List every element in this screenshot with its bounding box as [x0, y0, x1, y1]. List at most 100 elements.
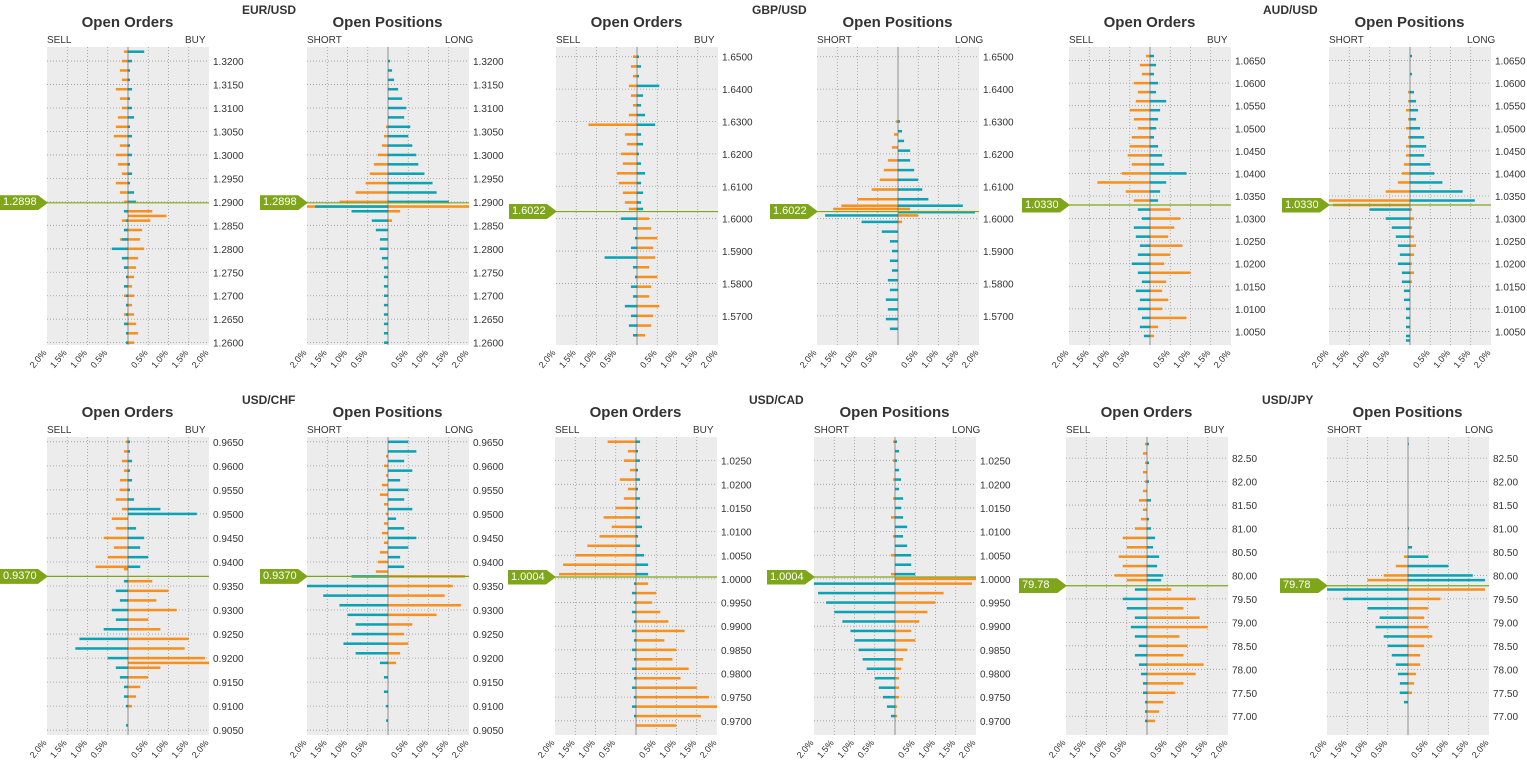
bar	[1150, 262, 1165, 265]
x-tick-label: 2.0%	[1472, 348, 1493, 370]
bar	[1397, 244, 1410, 247]
bar	[636, 478, 641, 481]
bar	[117, 116, 128, 119]
bar	[1410, 280, 1413, 284]
bar	[637, 295, 650, 298]
y-tick-label: 1.6400	[722, 85, 753, 96]
x-tick-label: 2.0%	[699, 348, 720, 370]
y-tick-label: 79.00	[1493, 618, 1518, 629]
bar	[892, 440, 895, 443]
x-tick-label: 1.5%	[556, 738, 577, 760]
bar	[1147, 527, 1152, 530]
y-tick-label: 1.2650	[473, 315, 504, 326]
y-tick-label: 1.0250	[1495, 237, 1526, 248]
bar	[1139, 244, 1150, 247]
bar	[1410, 90, 1415, 94]
bar	[879, 178, 898, 182]
y-tick-label: 1.2600	[213, 339, 244, 350]
bar	[388, 144, 413, 147]
bar	[1410, 172, 1435, 175]
bar	[898, 159, 911, 162]
y-tick-label: 0.9700	[721, 717, 752, 728]
y-tick-label: 1.2800	[213, 245, 244, 256]
y-tick-label: 0.9850	[721, 646, 752, 657]
bar	[128, 666, 161, 669]
bar	[1150, 127, 1157, 130]
bar	[128, 661, 209, 665]
panel-title: Open Positions	[1354, 14, 1465, 31]
bar	[898, 207, 911, 211]
side-label-right: BUY	[1207, 35, 1228, 46]
bar	[119, 599, 128, 602]
bar	[1150, 226, 1175, 229]
bar	[637, 152, 640, 156]
bar	[563, 563, 636, 566]
bar	[121, 256, 128, 260]
bar	[1097, 181, 1150, 184]
bar	[1147, 574, 1164, 577]
bar	[604, 256, 637, 259]
x-tick-label: 2.0%	[960, 348, 981, 370]
panel-title: Open Orders	[81, 14, 174, 31]
bar	[128, 238, 141, 241]
bar	[885, 317, 898, 321]
bar	[111, 517, 128, 520]
y-tick-label: 1.0550	[1235, 102, 1266, 113]
x-tick-label: 1.0%	[409, 738, 430, 760]
y-tick-label: 0.9600	[213, 462, 244, 473]
bar	[1408, 564, 1449, 568]
y-tick-label: 77.00	[1232, 712, 1257, 723]
bar	[388, 106, 407, 110]
bar	[125, 704, 128, 708]
bar	[895, 572, 916, 576]
bar	[385, 125, 388, 129]
bar	[388, 125, 411, 129]
bar	[128, 256, 139, 260]
bar	[1129, 145, 1150, 148]
bar	[895, 440, 898, 443]
bar	[128, 313, 135, 316]
bar	[889, 288, 898, 292]
bar	[128, 106, 133, 110]
side-label-left: SHORT	[307, 35, 342, 46]
bar	[1147, 517, 1150, 521]
side-label-right: BUY	[693, 425, 714, 436]
bar	[388, 488, 409, 492]
y-tick-label: 1.0000	[721, 575, 752, 586]
bar	[1144, 710, 1147, 713]
bar	[628, 113, 637, 117]
bar	[117, 163, 128, 166]
bar	[115, 125, 128, 129]
bar	[388, 623, 413, 626]
bar	[623, 459, 636, 462]
bar	[1408, 574, 1473, 577]
bar	[1383, 635, 1408, 638]
bar	[890, 553, 895, 557]
bar	[383, 285, 388, 288]
y-tick-label: 1.0650	[1235, 57, 1266, 68]
current-price-tag: 79.78	[1019, 578, 1067, 593]
bar	[636, 620, 669, 623]
bar	[128, 294, 135, 297]
y-tick-label: 1.3200	[473, 57, 504, 68]
x-tick-label: 1.0%	[1348, 738, 1369, 760]
bar	[1410, 117, 1417, 121]
y-tick-label: 0.9850	[980, 646, 1011, 657]
bar	[637, 104, 642, 107]
side-label-right: LONG	[1467, 35, 1496, 46]
bar	[636, 563, 649, 566]
bar	[383, 322, 388, 326]
bar	[388, 603, 461, 607]
bar	[895, 468, 900, 472]
bar	[128, 478, 133, 482]
bar	[128, 599, 157, 602]
y-tick-label: 1.0300	[1495, 215, 1526, 226]
x-tick-label: 1.0%	[838, 348, 859, 370]
bar	[123, 209, 128, 213]
bar	[898, 214, 919, 217]
y-tick-label: 0.9300	[213, 606, 244, 617]
bar	[1405, 108, 1410, 112]
bar	[636, 535, 639, 538]
x-tick-label: 1.5%	[678, 348, 699, 370]
bar	[889, 259, 898, 263]
